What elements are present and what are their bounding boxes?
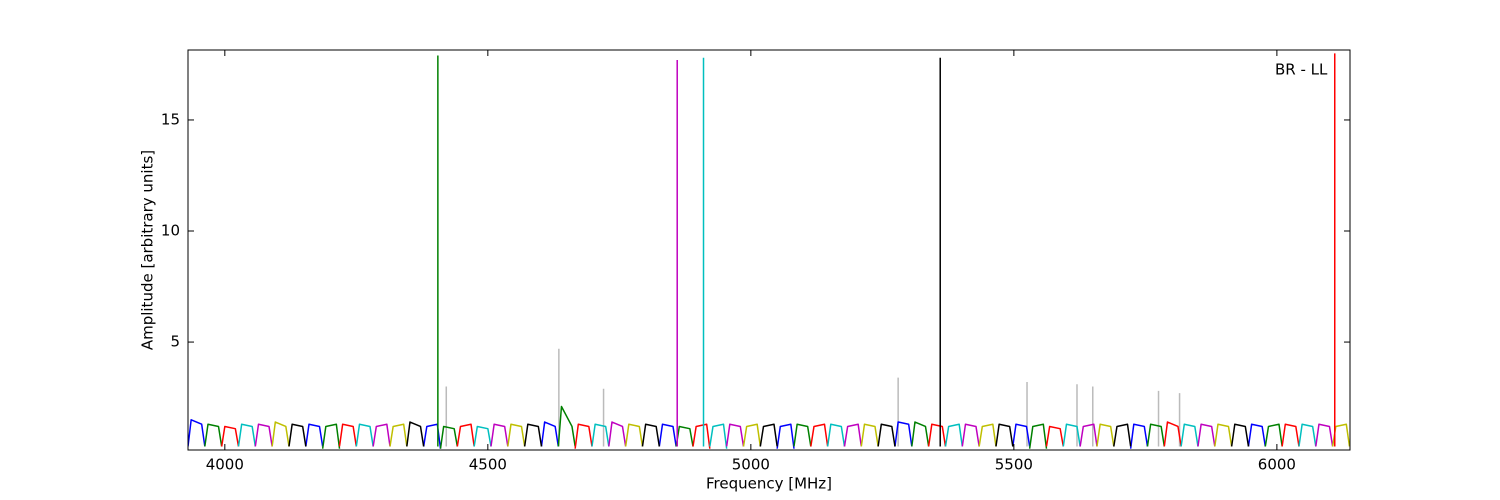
x-tick-label: 4000	[206, 456, 244, 474]
spectrum-line	[237, 423, 1317, 449]
spectrum-line	[188, 419, 1267, 449]
spectrum-line	[445, 348, 1181, 447]
y-tick-label: 10	[161, 222, 180, 240]
spectrum-line	[204, 405, 1283, 449]
x-tick-label: 4500	[469, 456, 507, 474]
y-tick-label: 15	[161, 110, 180, 128]
spectrum-line	[254, 421, 1334, 447]
spectrum-line	[271, 421, 1350, 447]
plot-area	[188, 53, 1350, 449]
spectrum-line	[288, 421, 1250, 447]
y-tick-label: 5	[170, 333, 180, 351]
spectrum-line	[220, 421, 1300, 449]
x-tick-label: 6000	[1258, 456, 1296, 474]
x-tick-label: 5500	[995, 456, 1033, 474]
x-tick-label: 5000	[732, 456, 770, 474]
plot-frame	[187, 49, 1351, 451]
y-axis-label: Amplitude [arbitrary units]	[139, 150, 157, 350]
x-axis-label: Frequency [MHz]	[706, 475, 832, 493]
annotation: BR - LL	[1275, 61, 1328, 79]
